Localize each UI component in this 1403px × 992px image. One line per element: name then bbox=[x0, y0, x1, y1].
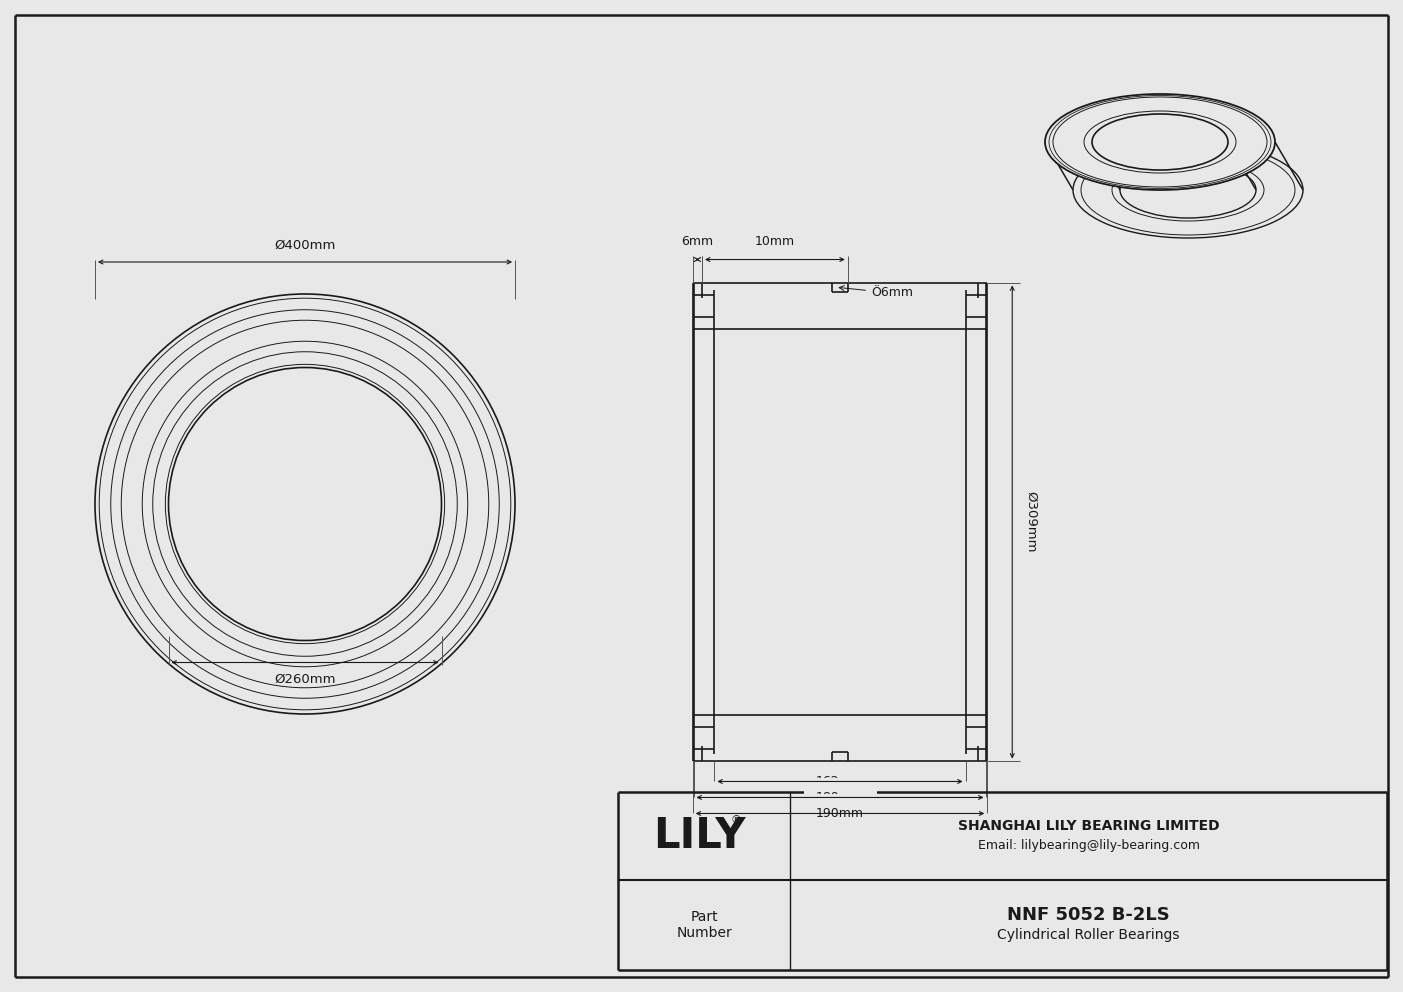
Text: Ø260mm: Ø260mm bbox=[274, 673, 335, 685]
Text: Ö6mm: Ö6mm bbox=[839, 286, 913, 300]
Text: 162mm: 162mm bbox=[817, 775, 864, 788]
Bar bbox=[687, 278, 992, 767]
Ellipse shape bbox=[1092, 114, 1228, 170]
Text: 6mm: 6mm bbox=[682, 234, 714, 248]
Text: Number: Number bbox=[676, 926, 732, 940]
Text: 190mm: 190mm bbox=[817, 806, 864, 820]
Ellipse shape bbox=[1045, 94, 1275, 190]
Text: LILY: LILY bbox=[652, 815, 745, 857]
Text: SHANGHAI LILY BEARING LIMITED: SHANGHAI LILY BEARING LIMITED bbox=[958, 819, 1219, 833]
Text: Ø400mm: Ø400mm bbox=[275, 239, 335, 252]
Text: Cylindrical Roller Bearings: Cylindrical Roller Bearings bbox=[998, 928, 1180, 942]
Text: ®: ® bbox=[731, 815, 742, 825]
Text: 10mm: 10mm bbox=[755, 234, 796, 248]
Text: 189mm: 189mm bbox=[817, 791, 864, 804]
Text: Part: Part bbox=[690, 910, 718, 924]
Ellipse shape bbox=[1120, 162, 1256, 218]
Text: Ø309mm: Ø309mm bbox=[1024, 491, 1037, 553]
Text: NNF 5052 B-2LS: NNF 5052 B-2LS bbox=[1007, 906, 1170, 924]
Text: Email: lilybearing@lily-bearing.com: Email: lilybearing@lily-bearing.com bbox=[978, 839, 1200, 852]
Ellipse shape bbox=[1073, 142, 1303, 238]
